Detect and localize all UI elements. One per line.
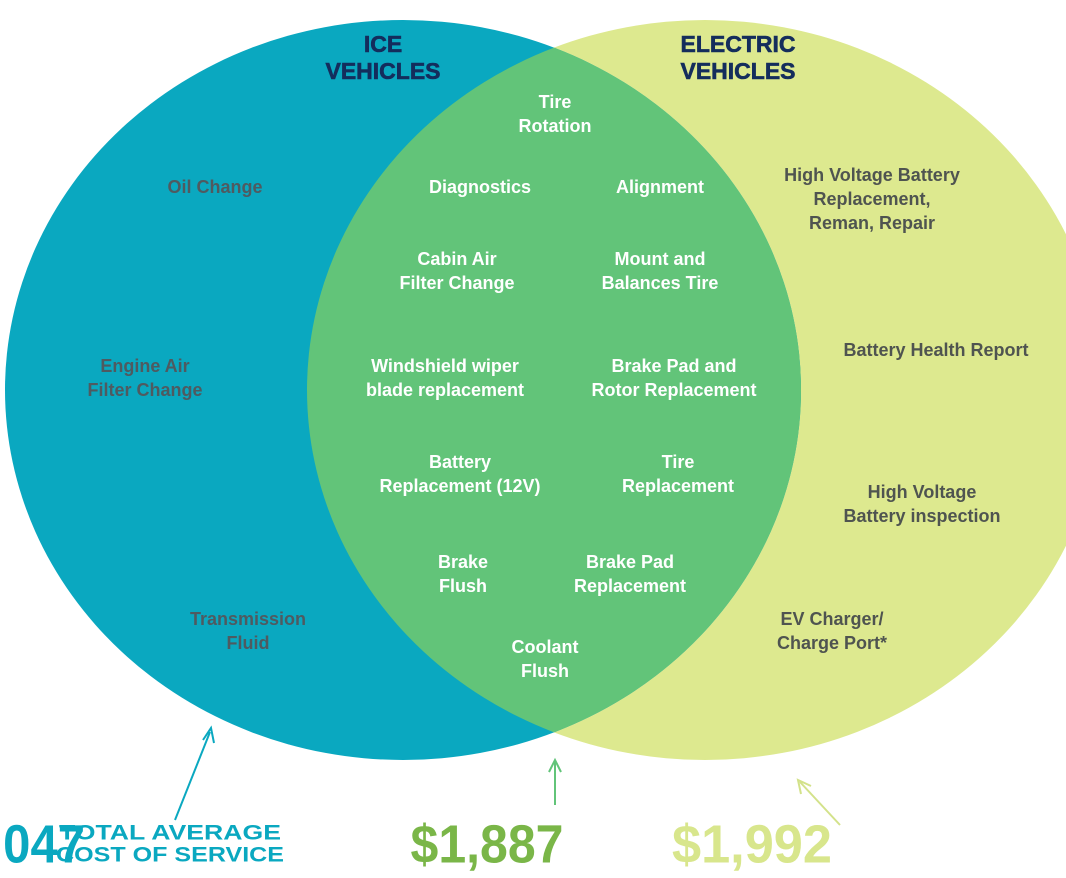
item-label: Tire — [662, 452, 695, 472]
item-label: Battery — [429, 452, 491, 472]
item-label: Alignment — [616, 177, 704, 197]
item-label: Battery inspection — [843, 506, 1000, 526]
item-label: Cabin Air — [417, 249, 496, 269]
cost-note: COST OF SERVICE — [56, 844, 284, 867]
item-label: Mount and — [615, 249, 706, 269]
set-title: VEHICLES — [680, 58, 795, 84]
item-label: Brake — [438, 552, 488, 572]
item-label: Rotation — [519, 116, 592, 136]
item-label: Brake Pad and — [611, 356, 736, 376]
item-label: Balances Tire — [602, 273, 719, 293]
item-label: Engine Air — [100, 356, 189, 376]
item-label: Replacement, — [813, 189, 930, 209]
overlap — [307, 20, 801, 760]
cost: $2,047 — [0, 814, 85, 874]
arrow — [174, 731, 211, 821]
item-label: High Voltage Battery — [784, 165, 960, 185]
item-label: Fluid — [227, 633, 270, 653]
item-label: Flush — [439, 576, 487, 596]
cost: $1,992 — [672, 814, 832, 874]
item-label: Replacement — [574, 576, 686, 596]
arrow-head — [202, 725, 215, 744]
item-label: Coolant — [512, 637, 579, 657]
item-label: Diagnostics — [429, 177, 531, 197]
set-title: ICE — [364, 31, 402, 57]
arrow — [799, 781, 841, 826]
item-label: Filter Change — [399, 273, 514, 293]
item-label: Replacement — [622, 476, 734, 496]
item-label: High Voltage — [868, 482, 977, 502]
cost: $1,887 — [411, 814, 564, 874]
arrow-head — [548, 757, 562, 773]
item-label: Windshield wiper — [371, 356, 519, 376]
set-title: ELECTRIC — [681, 31, 796, 57]
item-label: Transmission — [190, 609, 306, 629]
item-label: Rotor Replacement — [591, 380, 756, 400]
item-label: Tire — [539, 92, 572, 112]
item-label: Replacement (12V) — [379, 476, 540, 496]
item-label: Reman, Repair — [809, 213, 935, 233]
set-title: VEHICLES — [325, 58, 440, 84]
item-label: Oil Change — [167, 177, 262, 197]
item-label: blade replacement — [366, 380, 524, 400]
cost-note: TOTAL AVERAGE — [59, 822, 281, 845]
item-label: EV Charger/ — [780, 609, 883, 629]
item-label: Battery Health Report — [843, 340, 1028, 360]
item-label: Filter Change — [87, 380, 202, 400]
item-label: Brake Pad — [586, 552, 674, 572]
arrow-head — [796, 778, 812, 795]
item-label: Flush — [521, 661, 569, 681]
item-label: Charge Port* — [777, 633, 887, 653]
